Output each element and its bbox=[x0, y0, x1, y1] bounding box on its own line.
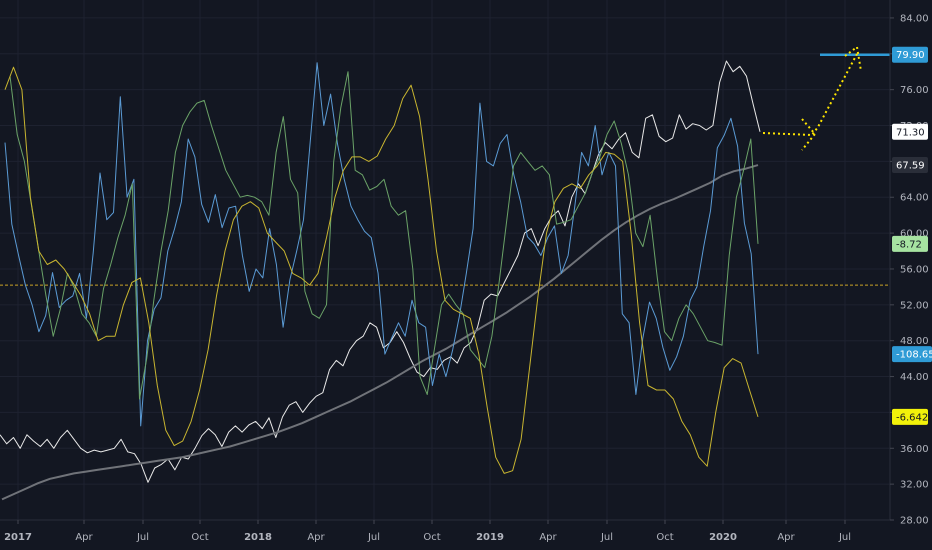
price-tag bbox=[892, 235, 928, 252]
series-line bbox=[9, 71, 759, 400]
y-tick-label: 76.00 bbox=[900, 85, 929, 96]
price-tag-label: -108.65 bbox=[896, 350, 932, 361]
price-tag bbox=[892, 157, 928, 174]
time-axis: 2017 Apr Jul Oct 2018 Apr Jul Oct 2019 Apr Jul Oct 2… bbox=[4, 520, 851, 543]
x-tick-label: Apr bbox=[307, 532, 325, 543]
x-tick-label: Apr bbox=[539, 532, 557, 543]
price-tag-label: 79.90 bbox=[896, 50, 925, 61]
series-line bbox=[1, 164, 759, 501]
x-tick-label: 2017 bbox=[4, 532, 32, 543]
y-tick-label: 56.00 bbox=[900, 264, 929, 275]
series-line bbox=[4, 66, 759, 474]
y-tick-label: 84.00 bbox=[900, 13, 929, 24]
x-tick-label: 2019 bbox=[476, 532, 504, 543]
y-tick-label: 52.00 bbox=[900, 300, 929, 311]
y-tick-label: 64.00 bbox=[900, 193, 929, 204]
x-tick-label: Apr bbox=[777, 532, 795, 543]
price-tags: 79.90 71.30 67.59 -8.72 -108.65 -6.642 bbox=[892, 46, 932, 425]
x-tick-label: Apr bbox=[75, 532, 93, 543]
x-tick-label: 2020 bbox=[709, 532, 737, 543]
x-tick-label: Jul bbox=[600, 532, 613, 543]
y-tick-label: 28.00 bbox=[900, 516, 929, 527]
price-tag bbox=[892, 408, 928, 425]
price-tag-label: -6.642 bbox=[896, 412, 928, 423]
y-tick-label: 60.00 bbox=[900, 229, 929, 240]
x-tick-label: Jul bbox=[838, 532, 851, 543]
x-tick-label: Oct bbox=[656, 532, 673, 543]
series-line bbox=[0, 60, 761, 483]
y-tick-label: 36.00 bbox=[900, 444, 929, 455]
x-tick-label: 2018 bbox=[244, 532, 272, 543]
price-tag-label: 71.30 bbox=[896, 127, 925, 138]
y-tick-label: 48.00 bbox=[900, 336, 929, 347]
projection-path bbox=[762, 51, 859, 137]
price-tag-label: 67.59 bbox=[896, 161, 925, 172]
price-tag bbox=[892, 123, 928, 140]
price-tag bbox=[892, 46, 928, 63]
price-tag bbox=[892, 346, 932, 363]
price-tag-label: -8.72 bbox=[896, 239, 922, 250]
series-layer bbox=[0, 60, 761, 501]
grid bbox=[0, 0, 890, 521]
x-tick-label: Jul bbox=[136, 532, 149, 543]
x-tick-label: Jul bbox=[367, 532, 380, 543]
y-tick-label: 44.00 bbox=[900, 372, 929, 383]
projection-annotations bbox=[762, 45, 890, 151]
x-tick-label: Oct bbox=[423, 532, 440, 543]
y-tick-label: 32.00 bbox=[900, 480, 929, 491]
x-tick-label: Oct bbox=[191, 532, 208, 543]
projection-arrowhead-right bbox=[801, 118, 817, 151]
projection-arrowhead-up bbox=[844, 45, 862, 72]
series-line bbox=[4, 62, 759, 427]
